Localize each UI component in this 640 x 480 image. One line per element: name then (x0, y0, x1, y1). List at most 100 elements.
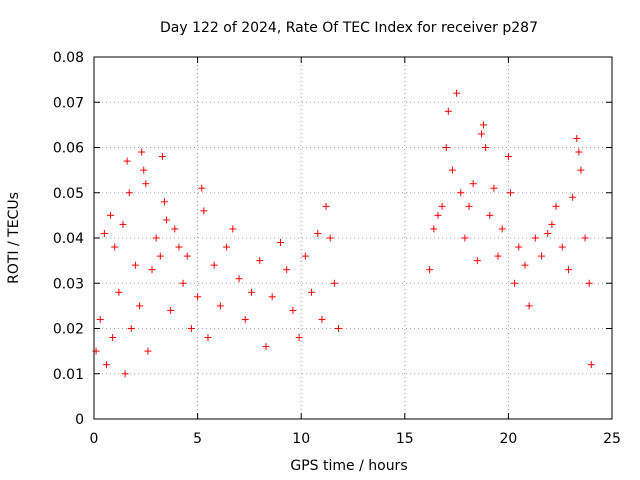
data-point (573, 134, 581, 142)
y-tick-label: 0.06 (53, 141, 84, 157)
data-point (521, 261, 529, 269)
data-point (504, 153, 512, 161)
data-point (187, 325, 195, 332)
data-point (160, 198, 168, 206)
data-point (276, 239, 284, 247)
data-point (587, 361, 595, 369)
x-tick-label: 15 (396, 431, 414, 447)
x-tick-label: 10 (292, 431, 310, 447)
y-axis-label: ROTI / TECUs (6, 192, 22, 284)
data-point (469, 180, 477, 188)
data-point (152, 234, 160, 242)
data-point (477, 130, 485, 138)
data-point (569, 193, 577, 201)
data-point (262, 343, 270, 351)
data-point (461, 234, 469, 242)
data-point (100, 229, 108, 237)
data-point (144, 347, 152, 355)
ticks: 0 0.01 0.02 0.03 0.04 0.05 0.06 0.07 0.08 0 5 10 15 2… (53, 50, 621, 447)
data-point (448, 166, 456, 174)
data-point (115, 288, 123, 296)
data-point (156, 252, 164, 260)
data-point (175, 243, 183, 251)
data-point (330, 279, 338, 287)
data-point (148, 266, 156, 274)
data-point (482, 144, 490, 151)
data-point (107, 211, 115, 219)
data-point (465, 202, 473, 210)
data-point (585, 279, 593, 287)
data-point (577, 166, 585, 174)
data-point (295, 334, 303, 342)
data-point (256, 257, 264, 265)
data-point (322, 202, 330, 210)
data-point (235, 275, 243, 283)
data-point (538, 252, 546, 260)
data-point (167, 306, 175, 314)
data-point (96, 315, 104, 323)
data-point (283, 266, 291, 274)
y-tick-label: 0.03 (53, 276, 84, 292)
data-point (564, 266, 572, 274)
data-point (511, 279, 519, 287)
data-point (268, 293, 276, 301)
data-point (204, 334, 212, 342)
data-point (490, 184, 498, 192)
data-point (457, 189, 465, 197)
y-tick-label: 0 (75, 412, 84, 428)
data-point (480, 121, 488, 129)
data-point (223, 243, 231, 251)
data-point (326, 234, 334, 242)
data-point (426, 266, 434, 274)
data-point (581, 234, 589, 242)
data-point (318, 315, 326, 323)
data-point (229, 225, 237, 233)
y-tick-label: 0.04 (53, 231, 84, 247)
data-point (109, 334, 117, 342)
data-point (430, 225, 438, 233)
data-point (289, 306, 297, 314)
data-point (216, 302, 224, 310)
data-point (548, 220, 556, 228)
y-tick-label: 0.07 (53, 95, 84, 111)
data-point (453, 89, 461, 97)
data-point (301, 252, 309, 260)
data-point (210, 261, 218, 269)
chart-title: Day 122 of 2024, Rate Of TEC Index for r… (160, 20, 538, 36)
data-point (438, 202, 446, 210)
x-tick-label: 0 (90, 431, 99, 447)
data-point (200, 207, 208, 215)
data-point (163, 216, 171, 224)
data-point (138, 148, 146, 156)
data-point (247, 288, 255, 296)
data-point (498, 225, 506, 233)
y-tick-label: 0.08 (53, 50, 84, 66)
data-point (506, 189, 514, 197)
x-tick-label: 20 (499, 431, 517, 447)
x-axis-label: GPS time / hours (290, 458, 407, 474)
data-point (434, 211, 442, 219)
y-tick-label: 0.05 (53, 186, 84, 202)
data-point (531, 234, 539, 242)
data-point (142, 180, 150, 188)
data-point (140, 166, 148, 174)
data-point (171, 225, 179, 233)
data-point (102, 361, 110, 369)
data-point (111, 243, 119, 251)
data-point (442, 144, 450, 151)
data-point (308, 288, 316, 296)
data-point (183, 252, 191, 260)
data-point (158, 153, 166, 161)
data-point (241, 315, 249, 323)
data-point (515, 243, 523, 251)
data-point (486, 211, 494, 219)
x-tick-label: 25 (603, 431, 621, 447)
x-tick-label: 5 (193, 431, 202, 447)
data-point (198, 184, 206, 192)
data-point (194, 293, 202, 301)
data-point (575, 148, 583, 156)
data-point (179, 279, 187, 287)
data-point (127, 325, 135, 332)
